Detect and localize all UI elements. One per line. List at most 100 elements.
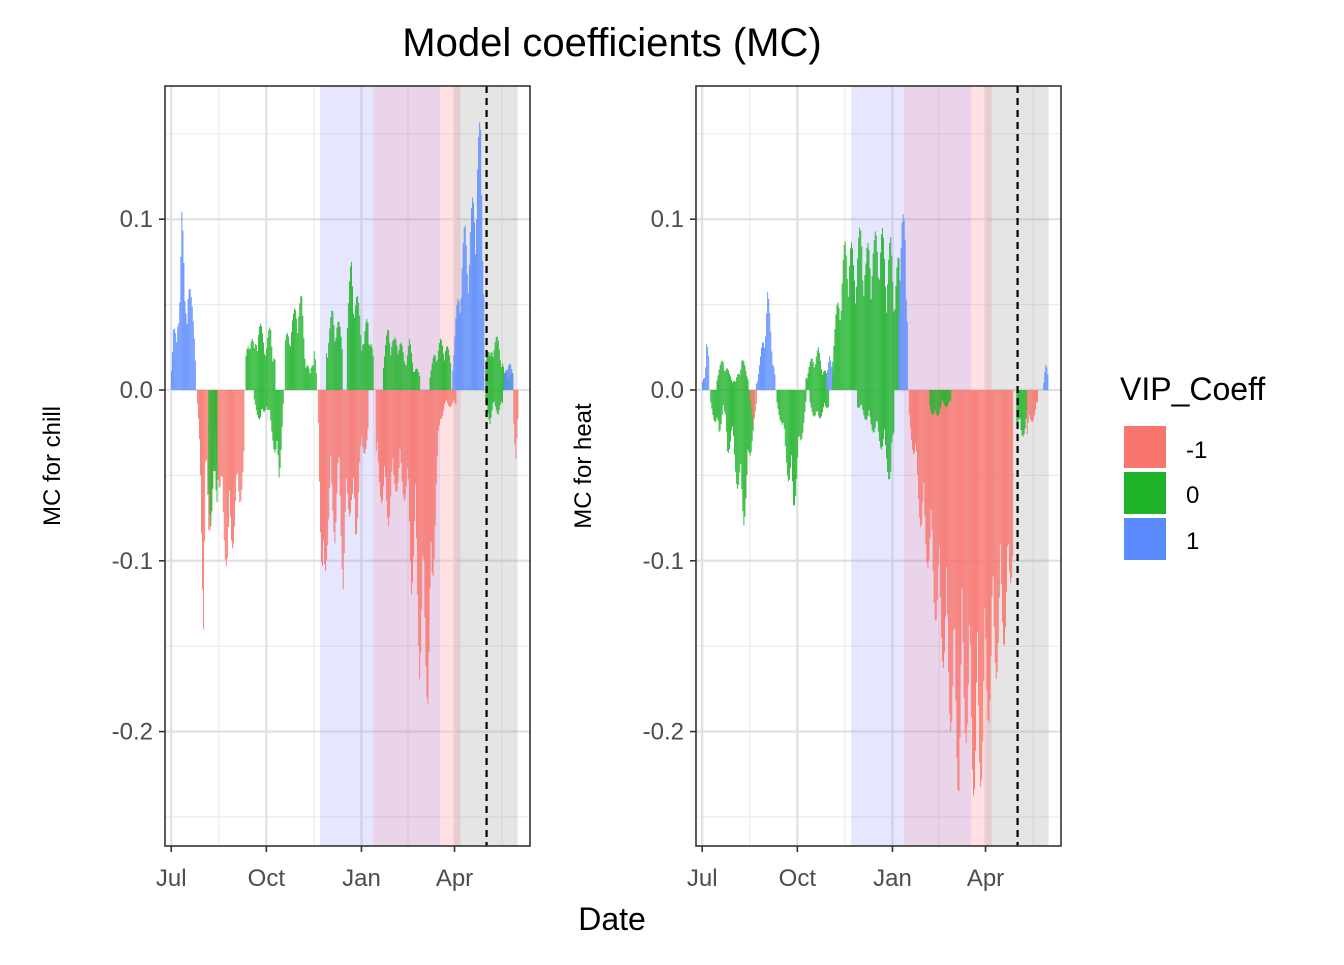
bar — [707, 347, 709, 390]
bar — [1018, 390, 1020, 420]
bar — [270, 329, 272, 390]
bar — [1023, 390, 1025, 435]
bar — [935, 390, 937, 620]
bar — [500, 390, 502, 402]
bar — [737, 374, 739, 390]
bar — [277, 390, 279, 456]
bar — [215, 390, 217, 491]
bar — [506, 370, 507, 390]
bar — [1017, 390, 1019, 423]
bar — [229, 390, 230, 491]
bar — [478, 136, 480, 390]
bar — [763, 342, 764, 390]
bar — [987, 390, 989, 720]
bar — [845, 255, 847, 390]
bar — [410, 390, 412, 595]
bar — [356, 297, 358, 390]
bar — [352, 286, 353, 390]
bar — [423, 390, 425, 560]
bar — [832, 361, 834, 390]
bar — [898, 314, 900, 390]
bar — [212, 390, 214, 489]
bar — [797, 390, 799, 458]
bar — [439, 390, 441, 420]
bar — [865, 390, 867, 421]
bar — [751, 390, 753, 416]
bar — [967, 390, 969, 685]
bar — [936, 390, 938, 601]
bar — [813, 367, 815, 390]
bar — [497, 390, 499, 415]
bar — [746, 376, 748, 390]
bar — [900, 248, 902, 390]
bar — [743, 390, 745, 526]
bar — [360, 390, 362, 446]
bar — [750, 390, 752, 453]
bar — [418, 372, 420, 390]
bar — [174, 328, 176, 390]
bar — [998, 390, 1000, 598]
bar — [846, 278, 848, 390]
bar — [262, 390, 263, 409]
bar — [475, 254, 476, 390]
bar — [736, 390, 738, 484]
bar — [826, 377, 828, 390]
bar — [917, 390, 919, 475]
bar — [394, 390, 396, 485]
bar — [887, 390, 889, 472]
bar — [366, 319, 368, 390]
bar — [909, 390, 911, 428]
bar — [387, 330, 389, 390]
y-tick-label: 0.1 — [651, 206, 684, 233]
bar — [722, 362, 724, 390]
bar — [859, 390, 861, 408]
bar — [719, 364, 721, 390]
bar — [466, 274, 468, 390]
bar — [296, 318, 298, 390]
bar — [341, 348, 343, 390]
bar — [299, 303, 301, 390]
bar — [412, 390, 413, 583]
bar — [391, 390, 393, 473]
bar — [208, 390, 210, 494]
bar — [288, 344, 290, 390]
bar — [405, 365, 407, 390]
bar — [267, 390, 269, 410]
bar — [480, 129, 482, 390]
bar — [762, 342, 763, 390]
bar — [744, 365, 746, 390]
bar — [218, 390, 220, 488]
bar — [877, 277, 879, 390]
bar — [836, 304, 838, 390]
bar — [901, 222, 903, 390]
bar — [489, 390, 491, 424]
bar — [230, 390, 231, 517]
bar — [207, 390, 209, 495]
bar — [347, 303, 349, 390]
bar — [236, 390, 238, 475]
bar — [993, 390, 995, 627]
bar — [407, 346, 409, 390]
bar — [298, 316, 300, 390]
bar — [486, 354, 488, 390]
bar — [413, 372, 414, 390]
bar — [795, 390, 797, 497]
bar — [457, 298, 459, 390]
bar — [858, 237, 860, 390]
bar — [249, 348, 251, 390]
bar — [401, 390, 403, 482]
bar — [1011, 390, 1013, 578]
bar — [930, 390, 932, 412]
bar — [890, 390, 892, 472]
bar — [1008, 390, 1010, 545]
bar — [272, 361, 274, 390]
bar — [184, 301, 186, 390]
bar — [490, 352, 492, 390]
bar — [378, 390, 380, 483]
bar — [760, 356, 761, 390]
bar — [733, 390, 734, 437]
bar — [1019, 390, 1021, 419]
bar — [777, 390, 779, 409]
bar — [937, 390, 939, 566]
bar — [1034, 390, 1035, 416]
